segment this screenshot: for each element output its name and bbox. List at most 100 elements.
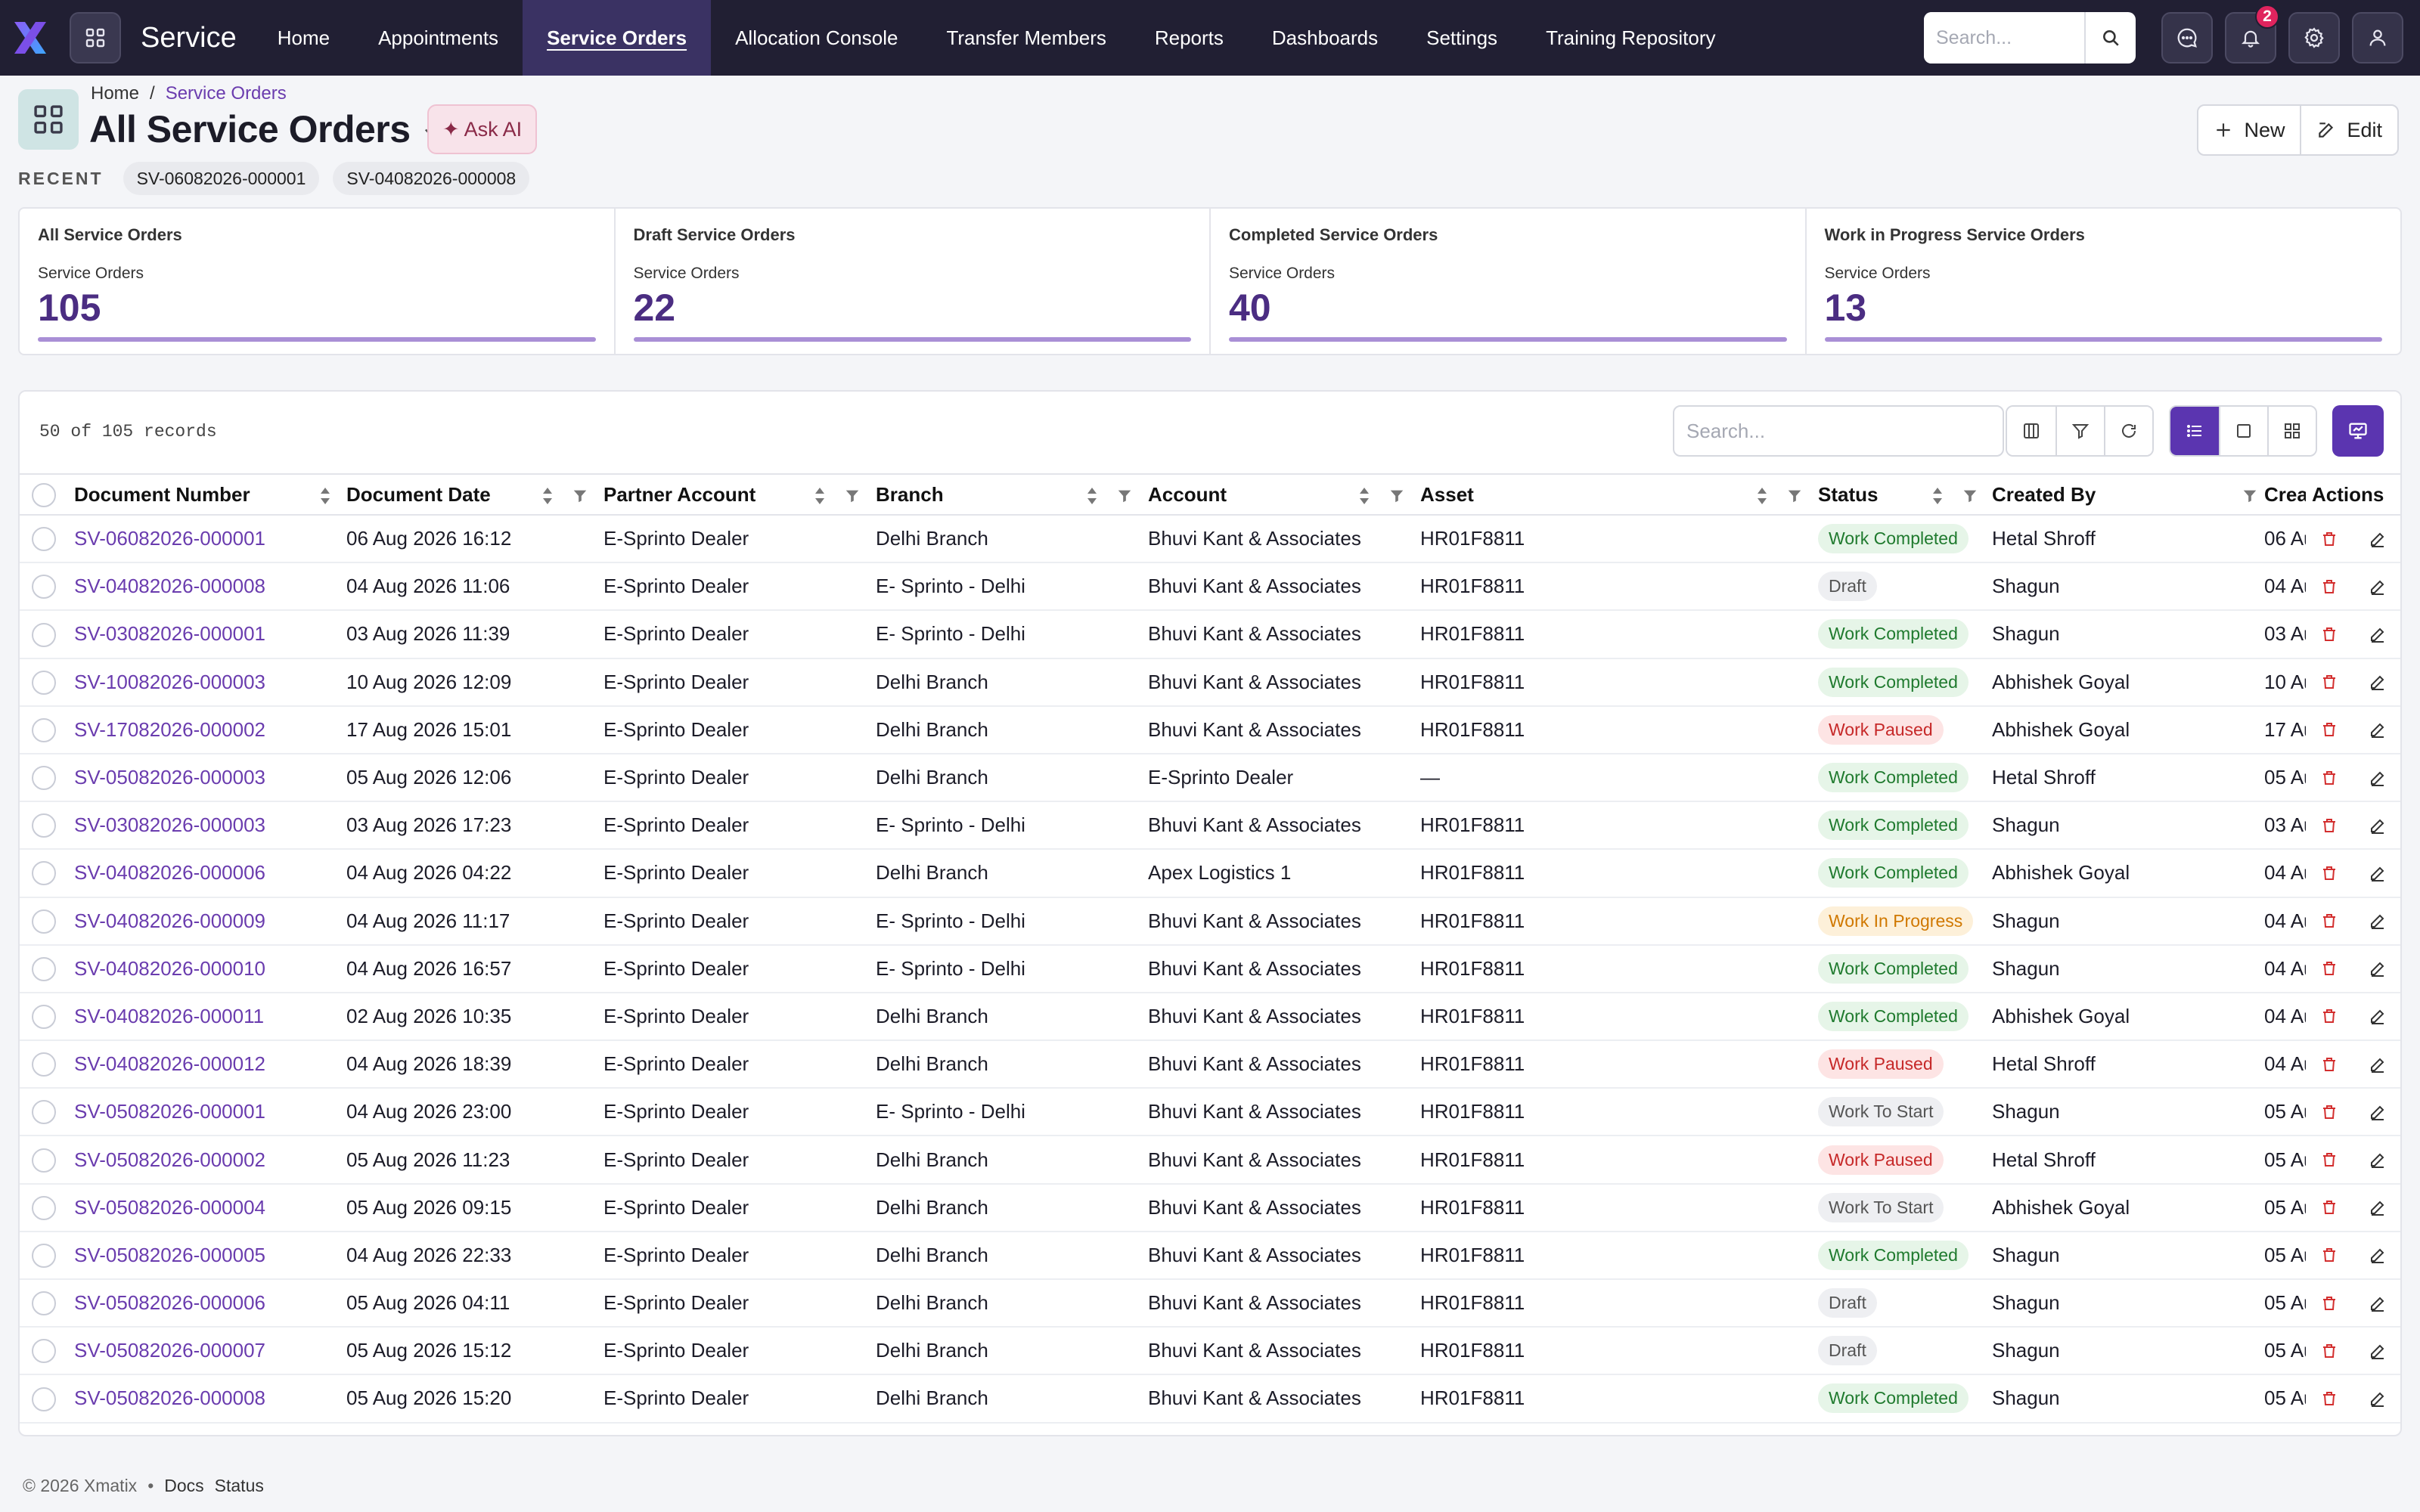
document-link[interactable]: SV-05082026-000007: [74, 1339, 266, 1362]
column-account[interactable]: Account: [1142, 473, 1414, 516]
edit-row-button[interactable]: [2369, 1390, 2387, 1408]
document-link[interactable]: SV-04082026-000010: [74, 956, 266, 980]
edit-row-button[interactable]: [2369, 1007, 2387, 1025]
document-link[interactable]: SV-10082026-000003: [74, 670, 266, 693]
table-search-input[interactable]: [1674, 419, 1992, 443]
table-row[interactable]: SV-04082026-000006 04 Aug 2026 04:22 E-Spr…: [20, 849, 2400, 898]
stat-card-draft[interactable]: Draft Service Orders Service Orders 22: [613, 209, 1210, 354]
chat-button[interactable]: [2161, 12, 2213, 64]
table-row[interactable]: SV-04082026-000010 04 Aug 2026 16:57 E-Spr…: [20, 944, 2400, 993]
sort-icon[interactable]: [1930, 485, 1945, 507]
document-link[interactable]: SV-04082026-000008: [74, 575, 266, 598]
edit-row-button[interactable]: [2369, 1198, 2387, 1216]
footer-docs-link[interactable]: Docs: [164, 1476, 204, 1495]
sort-icon[interactable]: [1357, 485, 1372, 507]
edit-row-button[interactable]: [2369, 959, 2387, 978]
document-link[interactable]: SV-03082026-000001: [74, 622, 266, 646]
stat-card-all[interactable]: All Service Orders Service Orders 105: [20, 209, 614, 354]
document-link[interactable]: SV-05082026-000008: [74, 1387, 266, 1410]
new-button[interactable]: New: [2198, 106, 2300, 154]
view-selector[interactable]: All Service Orders: [89, 107, 442, 151]
row-checkbox[interactable]: [32, 1148, 56, 1173]
delete-button[interactable]: [2320, 1055, 2338, 1074]
settings-button[interactable]: [2288, 12, 2340, 64]
edit-button[interactable]: Edit: [2300, 106, 2397, 154]
column-status[interactable]: Status: [1812, 473, 1986, 516]
row-checkbox[interactable]: [32, 1195, 56, 1220]
document-link[interactable]: SV-04082026-000012: [74, 1052, 266, 1076]
delete-button[interactable]: [2320, 1007, 2338, 1025]
delete-button[interactable]: [2320, 816, 2338, 835]
recent-chip[interactable]: SV-04082026-000008: [333, 162, 530, 195]
row-checkbox[interactable]: [32, 1005, 56, 1030]
table-row[interactable]: SV-05082026-000004 05 Aug 2026 09:15 E-Spr…: [20, 1183, 2400, 1232]
sort-icon[interactable]: [1754, 485, 1770, 507]
document-link[interactable]: SV-05082026-000004: [74, 1195, 266, 1219]
document-link[interactable]: SV-05082026-000002: [74, 1148, 266, 1171]
grid-view-button[interactable]: [2267, 407, 2316, 455]
column-document-date[interactable]: Document Date: [340, 473, 597, 516]
table-row[interactable]: SV-05082026-000007 05 Aug 2026 15:12 E-Spr…: [20, 1327, 2400, 1376]
row-checkbox[interactable]: [32, 1291, 56, 1316]
sort-icon[interactable]: [540, 485, 555, 507]
row-checkbox[interactable]: [32, 956, 56, 981]
filter-icon[interactable]: [844, 488, 861, 504]
notifications-button[interactable]: 2: [2225, 5, 2279, 64]
document-link[interactable]: SV-05082026-000005: [74, 1243, 266, 1266]
row-checkbox[interactable]: [32, 1243, 56, 1268]
row-checkbox[interactable]: [32, 813, 56, 838]
footer-status-link[interactable]: Status: [214, 1476, 264, 1495]
presentation-button[interactable]: [2332, 405, 2384, 457]
filter-button[interactable]: [2055, 407, 2104, 455]
row-checkbox[interactable]: [32, 766, 56, 791]
nav-service-orders[interactable]: Service Orders: [523, 0, 712, 76]
delete-button[interactable]: [2320, 1390, 2338, 1408]
list-view-button[interactable]: [2170, 407, 2219, 455]
document-link[interactable]: SV-04082026-000006: [74, 861, 266, 885]
nav-home[interactable]: Home: [277, 26, 330, 49]
table-row[interactable]: SV-05082026-000006 05 Aug 2026 04:11 E-Spr…: [20, 1279, 2400, 1328]
table-row[interactable]: SV-04082026-000012 04 Aug 2026 18:39 E-Spr…: [20, 1040, 2400, 1089]
select-all-checkbox[interactable]: [32, 482, 56, 507]
edit-row-button[interactable]: [2369, 720, 2387, 739]
document-link[interactable]: SV-05082026-000001: [74, 1100, 266, 1123]
edit-row-button[interactable]: [2369, 1342, 2387, 1360]
refresh-button[interactable]: [2104, 407, 2152, 455]
delete-button[interactable]: [2320, 1151, 2338, 1169]
document-link[interactable]: SV-05082026-000003: [74, 766, 266, 789]
row-checkbox[interactable]: [32, 670, 56, 695]
xmatix-logo-icon[interactable]: [2, 0, 59, 76]
global-search-button[interactable]: [2084, 12, 2136, 64]
nav-transfer-members[interactable]: Transfer Members: [946, 26, 1106, 49]
table-row[interactable]: SV-10082026-000003 10 Aug 2026 12:09 E-Spr…: [20, 658, 2400, 707]
delete-button[interactable]: [2320, 578, 2338, 596]
recent-chip[interactable]: SV-06082026-000001: [123, 162, 320, 195]
edit-row-button[interactable]: [2369, 578, 2387, 596]
edit-row-button[interactable]: [2369, 912, 2387, 930]
global-search-input[interactable]: [1924, 12, 2084, 64]
document-link[interactable]: SV-04082026-000009: [74, 909, 266, 932]
edit-row-button[interactable]: [2369, 1151, 2387, 1169]
table-row[interactable]: SV-03082026-000001 03 Aug 2026 11:39 E-Spr…: [20, 610, 2400, 659]
sort-icon[interactable]: [318, 485, 333, 507]
column-document-number[interactable]: Document Number: [68, 473, 340, 516]
breadcrumb-current[interactable]: Service Orders: [165, 83, 287, 104]
table-row[interactable]: SV-04082026-000008 04 Aug 2026 11:06 E-Spr…: [20, 562, 2400, 612]
column-created-by[interactable]: Created By: [1986, 473, 2258, 516]
filter-icon[interactable]: [1786, 488, 1803, 504]
app-switcher-button[interactable]: [70, 12, 121, 64]
filter-icon[interactable]: [572, 488, 588, 504]
table-row[interactable]: SV-05082026-000005 04 Aug 2026 22:33 E-Spr…: [20, 1231, 2400, 1281]
column-branch[interactable]: Branch: [870, 473, 1142, 516]
table-row[interactable]: SV-03082026-000003 03 Aug 2026 17:23 E-Spr…: [20, 801, 2400, 850]
row-checkbox[interactable]: [32, 1100, 56, 1125]
document-link[interactable]: SV-17082026-000002: [74, 717, 266, 741]
filter-icon[interactable]: [1388, 488, 1405, 504]
row-checkbox[interactable]: [32, 717, 56, 742]
nav-reports[interactable]: Reports: [1154, 26, 1224, 49]
delete-button[interactable]: [2320, 959, 2338, 978]
edit-row-button[interactable]: [2369, 1103, 2387, 1121]
stat-card-in-progress[interactable]: Work in Progress Service Orders Service …: [1804, 209, 2401, 354]
delete-button[interactable]: [2320, 912, 2338, 930]
delete-button[interactable]: [2320, 1342, 2338, 1360]
